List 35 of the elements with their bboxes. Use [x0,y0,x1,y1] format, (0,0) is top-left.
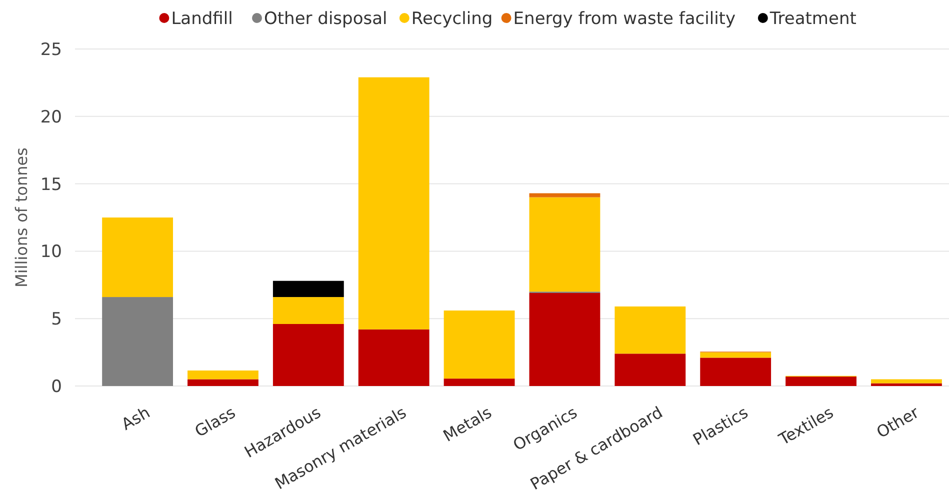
bar [188,370,258,380]
bar [700,352,772,358]
y-tick-label: 5 [51,310,62,330]
y-tick-label: 0 [51,376,62,397]
bar [272,324,344,386]
legend-label: Recycling [411,9,493,29]
bar [529,193,600,198]
y-tick-label: 15 [40,174,62,195]
bar [529,197,600,292]
legend-label: Other disposal [264,9,388,29]
bar [358,77,430,330]
bar [272,297,344,324]
bar [102,218,173,298]
bar [614,306,686,354]
bar [871,383,942,386]
bar [871,379,942,384]
y-tick-label: 25 [40,40,62,60]
y-tick-label: 10 [40,242,62,262]
bar [529,292,600,386]
legend-label: Landfill [171,9,233,29]
bar [358,329,430,386]
legend-label: Treatment [768,9,857,29]
bar [444,310,515,379]
x-tick-label: Ash [118,402,154,434]
bar [188,379,258,386]
bar [614,354,686,386]
x-tick-label: Glass [192,402,239,441]
bar [700,358,772,386]
y-tick-label: 20 [40,107,62,128]
y-axis-title: Millions of tonnes [12,148,31,288]
bar [444,378,515,386]
bar [102,297,173,386]
bar [272,280,344,298]
bar [786,376,856,386]
legend-label: Energy from waste facility [513,9,736,29]
